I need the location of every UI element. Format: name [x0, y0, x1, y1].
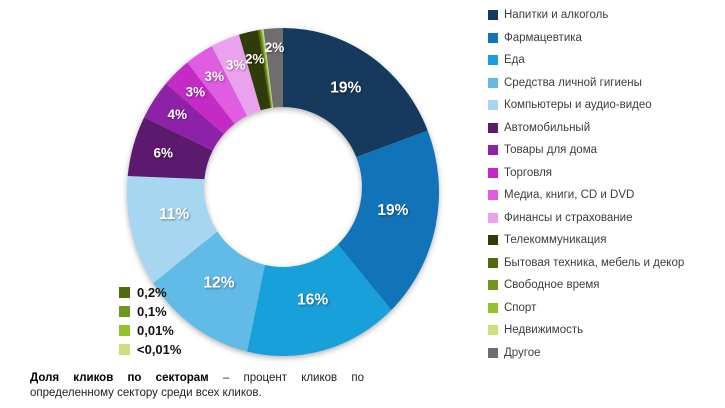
legend-swatch-icon — [488, 167, 498, 178]
pie-slice-15[interactable] — [263, 28, 283, 108]
legend-swatch-icon — [488, 235, 498, 246]
legend-item-label: Другое — [504, 346, 541, 359]
legend-item-6[interactable]: Товары для дома — [488, 144, 718, 156]
pie-slice-3[interactable] — [153, 231, 265, 352]
legend-item-11[interactable]: Бытовая техника, мебель и декор — [488, 257, 718, 269]
small-value-label: 0,1% — [137, 304, 167, 319]
slice-percent-label-15: 2% — [265, 40, 285, 55]
legend-item-label: Бытовая техника, мебель и декор — [504, 256, 685, 269]
legend-item-3[interactable]: Средства личной гигиены — [488, 77, 718, 89]
legend-swatch-icon — [488, 257, 498, 268]
pie-slice-8[interactable] — [187, 46, 247, 124]
slice-percent-label-9: 3% — [226, 58, 246, 73]
legend-item-0[interactable]: Напитки и алкоголь — [488, 9, 718, 21]
legend-swatch-icon — [488, 212, 498, 223]
chart-caption: Доля кликов по секторам – процент кликов… — [30, 371, 364, 401]
legend-item-label: Недвижимость — [504, 324, 584, 337]
small-value-item-1: 0,1% — [119, 304, 181, 319]
pie-slice-5[interactable] — [127, 117, 213, 180]
legend-swatch-icon — [488, 190, 498, 201]
small-value-item-3: <0,01% — [119, 342, 181, 357]
legend-item-8[interactable]: Медиа, книги, CD и DVD — [488, 189, 718, 201]
chart-legend: Напитки и алкоголь Фармацевтика Еда Средств… — [488, 9, 718, 359]
slice-percent-label-10: 2% — [245, 51, 265, 66]
pie-slice-0[interactable] — [283, 28, 428, 158]
legend-swatch-icon — [488, 100, 498, 111]
small-values-legend: 0,2% 0,1% 0,01% <0,01% — [119, 285, 181, 357]
legend-item-label: Торговля — [504, 166, 553, 179]
small-value-swatch-icon — [119, 287, 130, 298]
caption-term: Доля кликов по секторам — [30, 372, 209, 384]
legend-item-13[interactable]: Спорт — [488, 302, 718, 314]
small-value-label: 0,01% — [137, 323, 174, 338]
small-value-item-2: 0,01% — [119, 323, 181, 338]
small-value-swatch-icon — [119, 344, 130, 355]
legend-swatch-icon — [488, 325, 498, 336]
small-value-label: <0,01% — [137, 342, 182, 357]
pie-slice-4[interactable] — [127, 175, 218, 284]
legend-item-label: Автомобильный — [504, 121, 591, 134]
small-value-swatch-icon — [119, 325, 130, 336]
small-value-swatch-icon — [119, 306, 130, 317]
slice-percent-label-0: 19% — [330, 80, 361, 97]
legend-item-label: Средства личной гигиены — [504, 76, 642, 89]
small-value-label: 0,2% — [137, 285, 167, 300]
legend-item-5[interactable]: Автомобильный — [488, 122, 718, 134]
legend-item-label: Еда — [504, 54, 525, 67]
slice-percent-label-7: 3% — [186, 85, 206, 100]
legend-swatch-icon — [488, 77, 498, 88]
slice-percent-label-8: 3% — [205, 69, 225, 84]
pie-slice-9[interactable] — [211, 34, 261, 116]
pie-slice-6[interactable] — [144, 83, 224, 151]
legend-item-12[interactable]: Свободное время — [488, 279, 718, 291]
small-value-item-0: 0,2% — [119, 285, 181, 300]
slice-percent-label-5: 6% — [153, 146, 173, 161]
legend-swatch-icon — [488, 347, 498, 358]
legend-item-10[interactable]: Телекоммуникация — [488, 234, 718, 246]
slice-percent-label-2: 16% — [297, 291, 328, 308]
legend-swatch-icon — [488, 145, 498, 156]
legend-item-2[interactable]: Еда — [488, 54, 718, 66]
legend-item-label: Товары для дома — [504, 144, 598, 157]
legend-item-14[interactable]: Недвижимость — [488, 324, 718, 336]
legend-item-1[interactable]: Фармацевтика — [488, 32, 718, 44]
slice-percent-label-6: 4% — [168, 107, 188, 122]
legend-item-label: Напитки и алкоголь — [504, 9, 609, 21]
legend-item-label: Телекоммуникация — [504, 234, 607, 247]
pie-slice-2[interactable] — [247, 244, 392, 356]
legend-swatch-icon — [488, 280, 498, 291]
pie-slice-11[interactable] — [258, 29, 272, 109]
legend-swatch-icon — [488, 32, 498, 43]
legend-item-9[interactable]: Финансы и страхование — [488, 212, 718, 224]
pie-slice-14[interactable] — [262, 29, 274, 108]
legend-item-7[interactable]: Торговля — [488, 167, 718, 179]
legend-item-label: Спорт — [504, 301, 537, 314]
pie-slice-12[interactable] — [259, 29, 272, 108]
legend-item-label: Компьютеры и аудио-видео — [504, 99, 652, 112]
legend-item-label: Свободное время — [504, 279, 600, 292]
pie-slice-13[interactable] — [261, 29, 273, 108]
slice-percent-label-4: 11% — [159, 206, 189, 223]
legend-swatch-icon — [488, 122, 498, 133]
slice-percent-label-3: 12% — [203, 275, 234, 292]
legend-item-label: Финансы и страхование — [504, 211, 633, 224]
pie-slice-7[interactable] — [165, 62, 235, 135]
legend-swatch-icon — [488, 55, 498, 66]
legend-swatch-icon — [488, 302, 498, 313]
legend-item-4[interactable]: Компьютеры и аудио-видео — [488, 99, 718, 111]
legend-item-15[interactable]: Другое — [488, 347, 718, 359]
legend-item-label: Медиа, книги, CD и DVD — [504, 189, 635, 202]
slice-percent-label-1: 19% — [377, 202, 408, 219]
legend-swatch-icon — [488, 10, 498, 20]
pie-slice-1[interactable] — [337, 130, 439, 310]
caption-definition: – процент кликов по определенному сектор… — [30, 372, 364, 400]
legend-item-label: Фармацевтика — [504, 31, 582, 44]
pie-slice-10[interactable] — [239, 30, 271, 111]
